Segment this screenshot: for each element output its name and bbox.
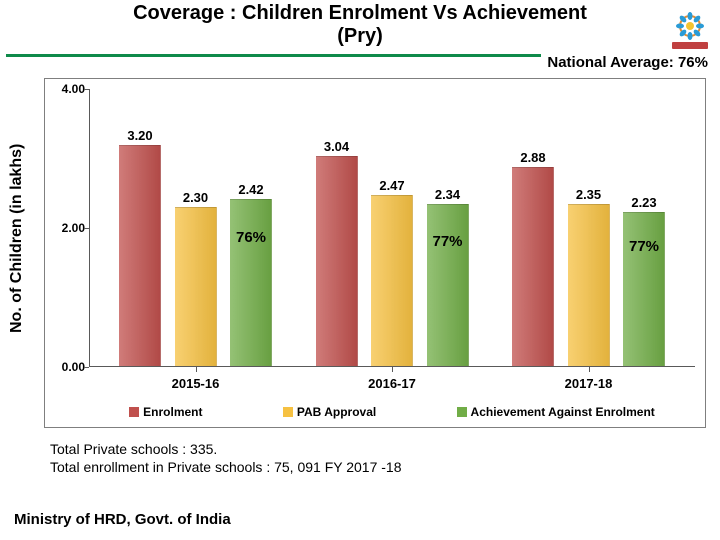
category-label: 2015-16 bbox=[106, 376, 286, 391]
bar-value-label: 3.04 bbox=[312, 139, 362, 154]
page-title: Coverage : Children Enrolment Vs Achieve… bbox=[0, 0, 720, 48]
category-label: 2017-18 bbox=[499, 376, 679, 391]
achievement-pct-label: 77% bbox=[423, 233, 473, 250]
bar bbox=[623, 212, 665, 367]
footnotes: Total Private schools : 335. Total enrol… bbox=[50, 440, 402, 476]
chart-container: No. of Children (in lakhs) 0.00 2.00 4.00 3… bbox=[10, 78, 710, 428]
bar-group: 3.042.472.3477%2016-17 bbox=[302, 89, 482, 367]
y-tick-mark bbox=[84, 367, 89, 368]
title-line-2: (Pry) bbox=[337, 25, 383, 47]
category-label: 2016-17 bbox=[302, 376, 482, 391]
x-axis-line bbox=[89, 366, 695, 367]
bar-value-label: 2.30 bbox=[171, 190, 221, 205]
y-tick-label: 2.00 bbox=[47, 221, 85, 235]
bar bbox=[512, 167, 554, 367]
chart-legend: Enrolment PAB Approval Achievement Again… bbox=[89, 403, 695, 421]
bar-value-label: 2.35 bbox=[564, 187, 614, 202]
legend-swatch-icon bbox=[283, 407, 293, 417]
x-tick-mark bbox=[196, 367, 197, 372]
achievement-pct-label: 77% bbox=[619, 238, 669, 255]
legend-label: PAB Approval bbox=[297, 405, 376, 419]
x-tick-mark bbox=[392, 367, 393, 372]
bar-value-label: 2.42 bbox=[226, 182, 276, 197]
bar-value-label: 2.47 bbox=[367, 178, 417, 193]
bar-value-label: 2.34 bbox=[423, 187, 473, 202]
legend-item-pab: PAB Approval bbox=[283, 405, 376, 419]
y-tick-label: 4.00 bbox=[47, 82, 85, 96]
bar bbox=[119, 145, 161, 367]
y-tick-label: 0.00 bbox=[47, 360, 85, 374]
bar-group: 2.882.352.2377%2017-18 bbox=[499, 89, 679, 367]
bar bbox=[568, 204, 610, 367]
plot-frame: 0.00 2.00 4.00 3.20 2.30 2.42 76% 2015-16 3.04 2.… bbox=[44, 78, 706, 428]
bar-value-label: 2.88 bbox=[508, 150, 558, 165]
y-axis-label: No. of Children (in lakhs) bbox=[8, 108, 38, 368]
y-axis-line bbox=[89, 89, 90, 367]
legend-item-achievement: Achievement Against Enrolment bbox=[457, 405, 655, 419]
legend-item-enrolment: Enrolment bbox=[129, 405, 202, 419]
bar-value-label: 2.23 bbox=[619, 195, 669, 210]
bar bbox=[316, 156, 358, 367]
legend-label: Achievement Against Enrolment bbox=[471, 405, 655, 419]
scheme-logo-icon bbox=[668, 8, 712, 52]
ministry-label: Ministry of HRD, Govt. of India bbox=[14, 511, 231, 528]
bar bbox=[427, 204, 469, 367]
bar-group: 3.202.302.4276%2015-16 bbox=[106, 89, 286, 367]
bar bbox=[175, 207, 217, 367]
title-line-1: Coverage : Children Enrolment Vs Achieve… bbox=[133, 2, 587, 24]
bar bbox=[230, 199, 272, 367]
bar-value-label: 3.20 bbox=[115, 128, 165, 143]
x-tick-mark bbox=[589, 367, 590, 372]
footnote-line: Total Private schools : 335. bbox=[50, 440, 402, 458]
footnote-line: Total enrollment in Private schools : 75… bbox=[50, 458, 402, 476]
national-average-label: National Average: 76% bbox=[541, 54, 708, 71]
legend-swatch-icon bbox=[129, 407, 139, 417]
legend-swatch-icon bbox=[457, 407, 467, 417]
legend-label: Enrolment bbox=[143, 405, 202, 419]
achievement-pct-label: 76% bbox=[226, 229, 276, 246]
plot-area: 0.002.004.003.202.302.4276%2015-163.042.… bbox=[89, 89, 695, 367]
bar bbox=[371, 195, 413, 367]
